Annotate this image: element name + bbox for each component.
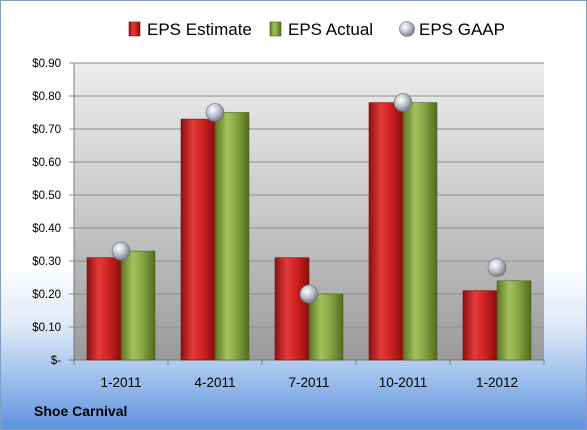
y-tick-label: $0.30 xyxy=(32,256,61,268)
bar-estimate xyxy=(86,257,122,361)
gaap-marker xyxy=(299,284,319,304)
gaap-marker xyxy=(111,241,131,261)
y-tick-label: $0.40 xyxy=(32,223,61,235)
legend-swatch-actual xyxy=(269,21,282,37)
gaap-marker xyxy=(205,103,225,122)
bar-actual xyxy=(402,102,438,361)
bar-actual xyxy=(496,280,532,361)
legend-swatch-estimate xyxy=(128,21,141,37)
bar-estimate xyxy=(180,118,216,361)
x-tick-label: 1-2012 xyxy=(476,375,518,390)
bar-actual xyxy=(308,293,344,361)
bar-actual xyxy=(120,250,156,361)
bar-estimate xyxy=(368,102,404,361)
y-tick-label: $0.60 xyxy=(32,157,61,169)
gaap-marker xyxy=(487,258,507,277)
y-tick-label: $- xyxy=(51,355,61,367)
y-tick-label: $0.10 xyxy=(32,322,61,334)
y-tick-label: $0.80 xyxy=(32,91,61,103)
bar-actual xyxy=(214,112,250,361)
y-tick-label: $0.70 xyxy=(32,124,61,136)
x-tick-label: 10-2011 xyxy=(379,375,428,390)
legend-label: EPS GAAP xyxy=(419,20,505,39)
x-tick-label: 1-2011 xyxy=(100,375,141,390)
bar-estimate xyxy=(462,290,498,361)
y-tick-label: $0.50 xyxy=(32,190,61,202)
company-name: Shoe Carnival xyxy=(34,403,128,419)
x-tick-label: 4-2011 xyxy=(194,375,235,390)
gaap-marker xyxy=(393,93,413,112)
legend-swatch-gaap xyxy=(399,21,415,37)
x-tick-label: 7-2011 xyxy=(288,375,329,390)
legend-label: EPS Estimate xyxy=(147,20,252,39)
legend-label: EPS Actual xyxy=(288,20,373,39)
y-tick-label: $0.90 xyxy=(32,58,61,70)
y-tick-label: $0.20 xyxy=(32,289,61,301)
bar-estimate xyxy=(274,257,310,361)
